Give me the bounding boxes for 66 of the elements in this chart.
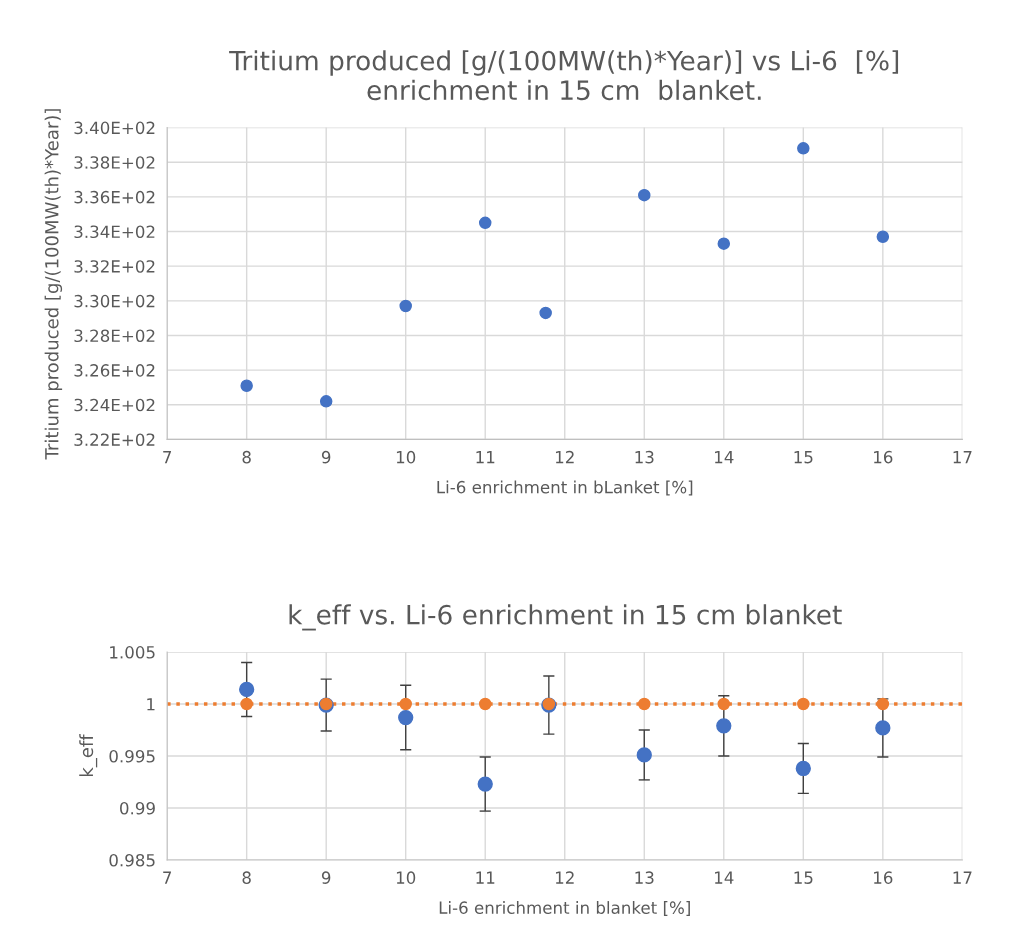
y-tick-label: 3.34E+02 (74, 225, 155, 239)
point (875, 720, 891, 736)
x-tick-label: 14 (715, 871, 734, 884)
x-tick-label: 11 (476, 871, 495, 884)
y-tick-label: 3.28E+02 (74, 329, 155, 343)
point (477, 776, 493, 792)
x-tick-label: 12 (555, 450, 574, 464)
point (716, 718, 732, 734)
point (240, 697, 253, 711)
point (319, 395, 333, 408)
point (797, 142, 810, 155)
point (876, 230, 890, 243)
x-tick-label: 12 (555, 871, 574, 884)
x-tick-label: 10 (396, 450, 416, 464)
y-tick-label: 0.995 (109, 749, 155, 763)
x-tick-label: 15 (794, 871, 813, 884)
y-tick-label: 3.36E+02 (74, 190, 155, 204)
point (717, 237, 731, 250)
x-tick-label: 13 (635, 871, 654, 884)
y-axis-title: k_eff (79, 734, 98, 777)
x-tick-label: 8 (242, 450, 251, 464)
y-tick-label: 3.32E+02 (74, 260, 155, 273)
point (638, 188, 651, 202)
point (478, 697, 492, 711)
point (717, 697, 731, 711)
x-tick-label: 9 (321, 871, 331, 884)
x-tick-label: 13 (635, 450, 654, 464)
x-tick-label: 17 (953, 451, 972, 464)
point (539, 306, 552, 320)
point (399, 697, 412, 711)
chart-title: Tritium produced [g/(100MW(th)*Year)] vs Li-6 [%] enrichment in 15 cm blanket. (229, 50, 899, 101)
point (398, 709, 414, 726)
y-tick-label: 1 (147, 698, 155, 711)
point (399, 299, 412, 313)
x-tick-label: 17 (953, 871, 972, 884)
x-tick-label: 14 (715, 451, 734, 464)
y-tick-label: 3.24E+02 (74, 398, 155, 412)
y-tick-label: 0.985 (109, 853, 155, 867)
x-axis-title: Li-6 enrichment in blanket [%] (439, 901, 690, 916)
y-tick-label: 3.40E+02 (74, 121, 155, 135)
x-axis-title: Li-6 enrichment in bLanket [%] (437, 480, 693, 496)
x-tick-label: 7 (163, 451, 172, 464)
point (876, 697, 890, 711)
x-tick-label: 8 (242, 871, 251, 884)
y-tick-label: 1.005 (110, 646, 155, 659)
point (240, 379, 253, 392)
y-tick-label: 3.26E+02 (74, 364, 155, 377)
y-tick-label: 3.22E+02 (74, 433, 155, 446)
y-tick-label: 3.30E+02 (74, 294, 155, 308)
x-tick-label: 9 (321, 450, 331, 464)
x-tick-label: 16 (874, 450, 893, 464)
y-axis-title: Tritium produced [g/(100MW(th)*Year)] (44, 109, 63, 460)
x-tick-label: 16 (874, 871, 893, 884)
x-tick-label: 15 (794, 451, 813, 464)
x-tick-label: 10 (396, 871, 416, 884)
point (795, 760, 811, 777)
y-tick-label: 0.99 (120, 801, 155, 815)
point (239, 681, 255, 698)
point (797, 697, 810, 711)
x-tick-label: 11 (476, 451, 495, 464)
x-tick-label: 7 (163, 871, 172, 884)
point (638, 697, 651, 711)
chart-title: k_eff vs. Li-6 enrichment in 15 cm blanket (289, 604, 842, 631)
point (636, 747, 652, 763)
point (478, 216, 492, 230)
y-tick-label: 3.38E+02 (74, 156, 155, 169)
